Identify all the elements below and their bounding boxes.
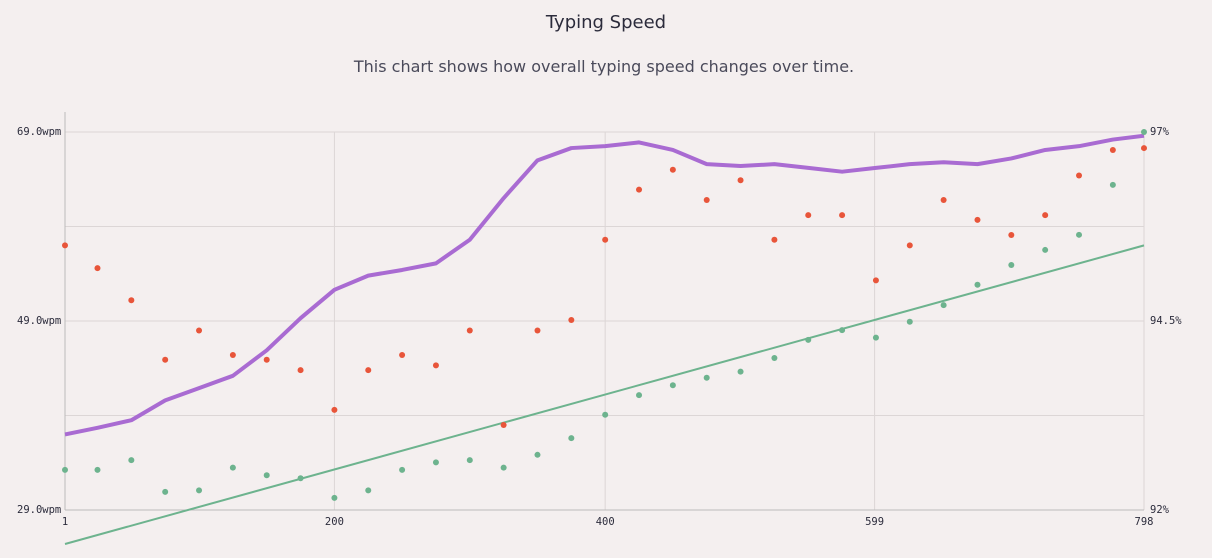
series-point	[399, 466, 406, 473]
series-point	[399, 352, 406, 359]
y-tick-label: 49.0wpm	[17, 315, 61, 327]
series-point	[1109, 146, 1116, 153]
series-point	[636, 392, 643, 399]
series-point	[466, 327, 473, 334]
series-point	[128, 297, 135, 304]
series-point	[602, 236, 609, 243]
series-point	[940, 197, 947, 204]
x-tick-label: 400	[596, 516, 615, 528]
series-point	[128, 457, 135, 464]
series-point	[568, 317, 575, 324]
series-line	[64, 133, 1145, 437]
y2-tick-label: 97%	[1150, 126, 1170, 138]
x-tick-label: 1	[62, 516, 68, 528]
series-point	[331, 406, 338, 413]
series-point	[534, 327, 541, 334]
series-point	[1109, 181, 1116, 188]
series-point	[263, 472, 270, 479]
series-point	[771, 355, 778, 362]
series-point	[331, 494, 338, 501]
series-point	[669, 166, 676, 173]
series-point	[703, 374, 710, 381]
series-point	[974, 281, 981, 288]
series-point	[974, 216, 981, 223]
x-tick-label: 798	[1135, 516, 1154, 528]
series-point	[432, 362, 439, 369]
series-point	[62, 242, 68, 249]
series-point	[297, 475, 304, 482]
series-point	[196, 487, 203, 494]
grid: 29.0wpm 49.0wpm 69.0wpm 92% 94.5% 97% 1 200 400 5…	[17, 112, 1182, 528]
series-point	[229, 464, 236, 471]
series-point	[805, 336, 812, 343]
series-point	[839, 212, 846, 219]
series-point	[500, 421, 507, 428]
series-point	[703, 197, 710, 204]
series-point	[872, 334, 879, 341]
series-point	[771, 236, 778, 243]
trend-line	[64, 244, 1145, 545]
series-point	[1008, 262, 1015, 269]
series-point	[636, 186, 643, 193]
y2-tick-label: 94.5%	[1150, 315, 1182, 327]
series-point	[568, 435, 575, 442]
series-point	[737, 368, 744, 375]
series-point	[1141, 129, 1147, 135]
series-point	[365, 367, 372, 374]
series-point	[906, 242, 913, 249]
x-tick-label: 599	[865, 516, 884, 528]
series-point	[737, 177, 744, 184]
series-point	[1076, 231, 1083, 238]
y2-tick-label: 92%	[1150, 504, 1170, 516]
series-point	[534, 451, 541, 458]
series-point	[1141, 145, 1147, 152]
series-point	[906, 318, 913, 325]
y-tick-label: 29.0wpm	[17, 504, 61, 516]
series-point	[162, 356, 169, 363]
series-point	[229, 352, 236, 359]
series-point	[263, 356, 270, 363]
series-point	[669, 382, 676, 389]
series-point	[1076, 172, 1083, 179]
series-point	[500, 464, 507, 471]
series-point	[432, 459, 439, 466]
series-point	[839, 327, 846, 334]
chart-title: Typing Speed	[545, 12, 666, 33]
series-point	[1042, 212, 1049, 219]
series-point	[365, 487, 372, 494]
series-point	[1008, 232, 1015, 239]
x-tick-label: 200	[325, 516, 344, 528]
series-point	[94, 265, 101, 272]
series-point	[466, 457, 473, 464]
plot	[62, 129, 1147, 545]
series-point	[94, 466, 101, 473]
chart-subtitle: This chart shows how overall typing spee…	[353, 57, 854, 76]
y-tick-label: 69.0wpm	[17, 126, 61, 138]
series-point	[805, 212, 812, 219]
series-point	[940, 302, 947, 309]
series-point	[62, 466, 68, 473]
series-point	[196, 327, 203, 334]
series-point	[872, 277, 879, 284]
series-point	[297, 367, 304, 374]
series-point	[1042, 246, 1049, 253]
series-point	[162, 488, 169, 495]
series-point	[602, 411, 609, 418]
